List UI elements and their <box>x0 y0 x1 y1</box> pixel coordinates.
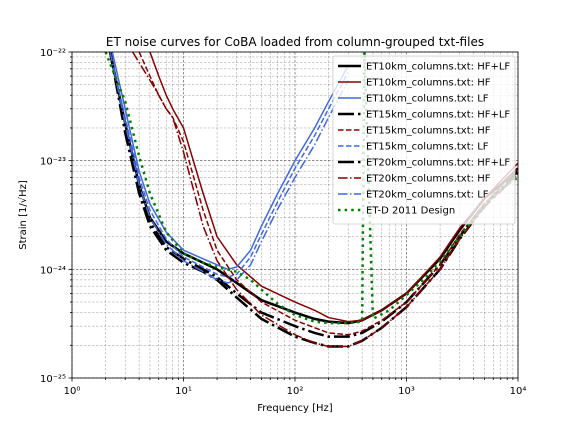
legend-label: ET10km_columns.txt: HF <box>366 78 491 89</box>
series-line-4 <box>108 52 518 338</box>
legend-label: ET20km_columns.txt: LF <box>366 190 489 201</box>
y-tick-label: 10⁻²² <box>40 48 66 59</box>
y-tick-label: 10⁻²³ <box>40 157 66 168</box>
y-tick-label: 10⁻²⁵ <box>40 374 66 385</box>
chart-title: ET noise curves for CoBA loaded from col… <box>106 35 484 49</box>
y-axis-title: Strain [1/√Hz] <box>18 180 29 250</box>
legend-label: ET10km_columns.txt: LF <box>366 94 489 105</box>
legend-box <box>332 55 516 225</box>
x-tick-label: 10³ <box>398 386 415 397</box>
x-tick-label: 10⁴ <box>510 386 527 397</box>
y-tick-label: 10⁻²⁴ <box>40 265 66 276</box>
x-tick-label: 10² <box>287 386 304 397</box>
legend-label: ET10km_columns.txt: HF+LF <box>366 62 510 73</box>
series-line-8 <box>132 52 518 348</box>
series-line-10 <box>104 52 518 325</box>
x-tick-label: 10¹ <box>175 386 192 397</box>
legend-label: ET15km_columns.txt: HF+LF <box>366 110 510 121</box>
legend-label: ET15km_columns.txt: HF <box>366 126 491 137</box>
series-line-2 <box>149 52 518 323</box>
axis-ticks: 10⁰ 10¹ 10² 10³ 10⁴ 10⁻²⁵ 10⁻²⁴ 10⁻²³ 10⁻²² <box>40 48 526 397</box>
x-axis-title: Frequency [Hz] <box>257 403 333 414</box>
x-tick-label: 10⁰ <box>64 386 81 397</box>
series-line-6 <box>109 52 349 278</box>
series-group <box>104 52 518 348</box>
legend-label: ET-D 2011 Design <box>366 206 455 217</box>
legend: ET10km_columns.txt: HF+LF ET10km_columns.… <box>332 55 516 225</box>
legend-label: ET20km_columns.txt: HF <box>366 174 491 185</box>
legend-label: ET20km_columns.txt: HF+LF <box>366 158 510 169</box>
series-line-1 <box>108 52 518 325</box>
series-line-9 <box>109 52 349 284</box>
legend-label: ET15km_columns.txt: LF <box>366 142 489 153</box>
